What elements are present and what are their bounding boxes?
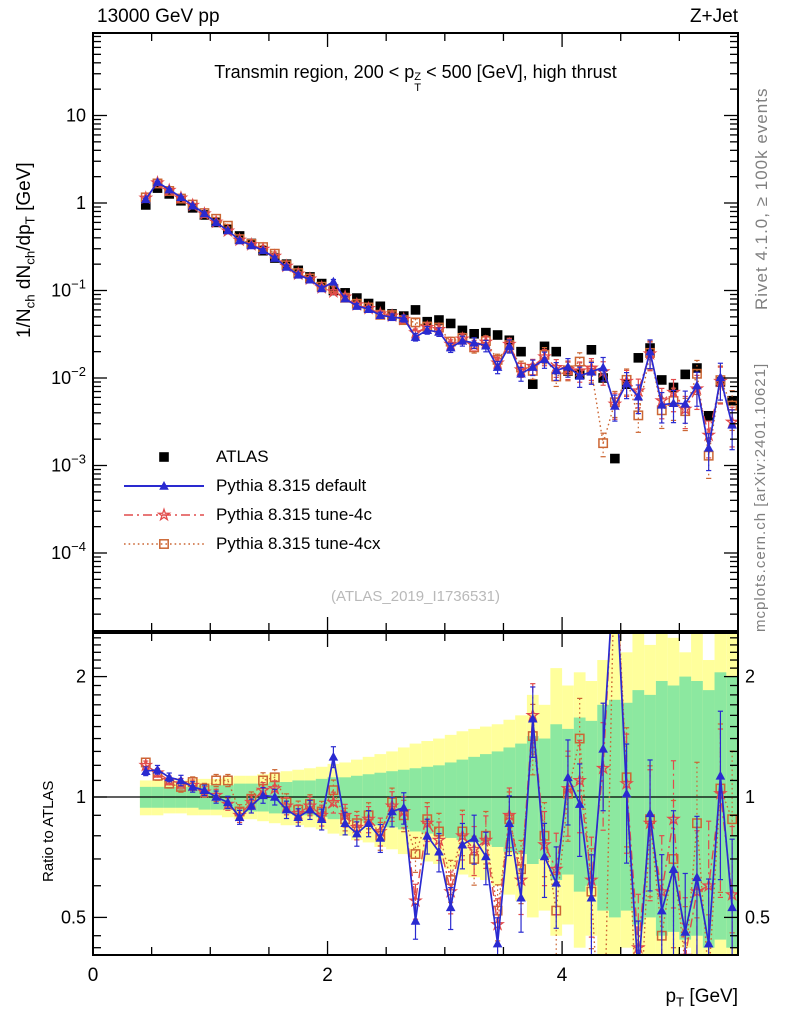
legend-label-pythia-4cx: Pythia 8.315 tune-4cx (216, 533, 381, 553)
pythia-4cx-marker-icon (123, 534, 205, 554)
green-band-bin (609, 699, 621, 918)
green-band-bin (655, 680, 668, 936)
legend-item-pythia-4c: Pythia 8.315 tune-4c (123, 500, 380, 529)
green-band-bin (585, 720, 598, 886)
credit-rivet: Rivet 4.1.0, ≥ 100k events (752, 87, 771, 310)
green-band-bin (433, 765, 445, 836)
title-superscript: Z (414, 70, 422, 83)
green-band-bin (374, 772, 387, 826)
pythia-default-marker-icon (123, 476, 205, 496)
panel-frames (92, 32, 739, 956)
svg-text:1: 1 (745, 787, 755, 807)
green-band-bin (456, 759, 469, 841)
svg-text:1: 1 (76, 787, 86, 807)
ratio-axis-label: Ratio to ATLAS (40, 780, 57, 882)
legend-item-atlas: ATLAS (123, 442, 380, 471)
svg-text:2: 2 (745, 667, 755, 687)
svg-text:2: 2 (76, 667, 86, 687)
green-band-bin (409, 768, 422, 832)
svg-text:10: 10 (66, 106, 86, 126)
green-band-bin (315, 778, 328, 818)
svg-text:4: 4 (557, 965, 568, 986)
svg-text:10−3: 10−3 (51, 452, 86, 476)
green-band-bin (679, 676, 692, 940)
y-axis-label: 1/Nch dNch/dpT [GeV] (14, 162, 38, 338)
green-band-bin (515, 743, 527, 855)
green-band-bin (292, 780, 305, 816)
green-band-bin (362, 774, 375, 824)
legend-item-pythia-4cx: Pythia 8.315 tune-4cx (123, 529, 380, 558)
header-process: Z+Jet (689, 6, 738, 27)
svg-text:10−4: 10−4 (51, 539, 86, 563)
svg-text:0.5: 0.5 (745, 907, 770, 927)
mc-series-main-0 (140, 177, 737, 472)
green-band-bin (421, 766, 434, 834)
legend-label-atlas: ATLAS (216, 446, 269, 466)
axis-tick-labels: 10 1 10−1 10−2 10−3 10−4 2 2 1 1 0.5 0.5 0 2 4 (51, 106, 770, 987)
green-band-bin (526, 736, 539, 864)
header-beam-energy: 13000 GeV pp (97, 6, 220, 27)
pythia-4c-marker-icon (123, 505, 205, 525)
svg-text:0.5: 0.5 (61, 907, 86, 927)
green-band-bin (444, 762, 457, 838)
green-band-bin (468, 756, 480, 843)
svg-text:0: 0 (88, 965, 99, 986)
green-band-bin (351, 775, 363, 822)
main-panel (138, 175, 738, 479)
svg-text:1: 1 (76, 193, 86, 213)
green-band-bin (632, 690, 645, 925)
mc-series-ratio-0 (140, 633, 737, 955)
green-band-bin (339, 777, 351, 820)
green-band-bin (491, 751, 504, 847)
legend-item-pythia-default: Pythia 8.315 default (123, 471, 380, 500)
watermark-analysis-id: (ATLAS_2019_I1736531) (330, 588, 500, 605)
green-band-bin (480, 754, 492, 845)
atlas-marker-icon (123, 447, 205, 467)
green-band-bin (550, 724, 563, 881)
svg-text:10−2: 10−2 (51, 364, 86, 388)
x-axis-label: pT [GeV] (665, 986, 738, 1010)
axis-ticks (92, 33, 739, 955)
svg-text:10−1: 10−1 (51, 277, 86, 301)
ratio-panel (138, 633, 738, 955)
green-band-bin (702, 690, 715, 948)
ratio-uncertainty-bands (139, 633, 738, 955)
svg-text:2: 2 (322, 965, 333, 986)
green-band-bin (667, 685, 680, 932)
legend-label-pythia-default: Pythia 8.315 default (216, 475, 367, 495)
legend-label-pythia-4c: Pythia 8.315 tune-4c (216, 504, 372, 524)
legend: ATLAS Pythia 8.315 default Pythia 8.315 … (123, 442, 380, 558)
credit-mcplots: mcplots.cern.ch [arXiv:2401.10621] (752, 362, 769, 632)
title-subscript: T (414, 82, 422, 95)
green-band-bin (538, 738, 551, 859)
